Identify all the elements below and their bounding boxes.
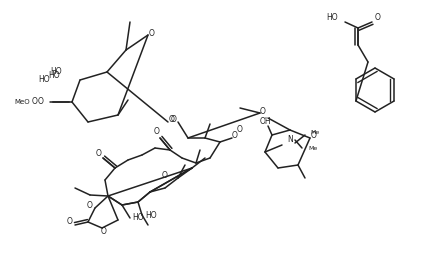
Text: N: N (287, 135, 293, 144)
Text: O: O (32, 97, 38, 106)
Text: O: O (87, 200, 93, 210)
Text: HO: HO (145, 210, 156, 219)
Text: Me: Me (308, 145, 317, 150)
Text: O: O (237, 125, 243, 134)
Text: O: O (162, 171, 168, 180)
Text: HO: HO (326, 13, 338, 22)
Text: O: O (96, 148, 102, 158)
Text: O: O (375, 13, 381, 22)
Text: O: O (232, 130, 238, 139)
Text: O: O (154, 128, 160, 136)
Text: O: O (38, 97, 44, 106)
Text: HO: HO (50, 68, 62, 77)
Text: O: O (171, 115, 177, 124)
Text: O: O (169, 116, 175, 125)
Text: HO: HO (39, 76, 50, 84)
Text: MeO: MeO (14, 99, 30, 105)
Text: O: O (311, 130, 317, 139)
Text: Me: Me (310, 130, 319, 134)
Text: HO: HO (132, 214, 144, 223)
Text: OH: OH (259, 117, 271, 126)
Text: O: O (149, 29, 155, 37)
Text: HO: HO (48, 72, 60, 81)
Text: O: O (260, 107, 266, 116)
Text: O: O (67, 218, 73, 227)
Text: O: O (101, 228, 107, 237)
